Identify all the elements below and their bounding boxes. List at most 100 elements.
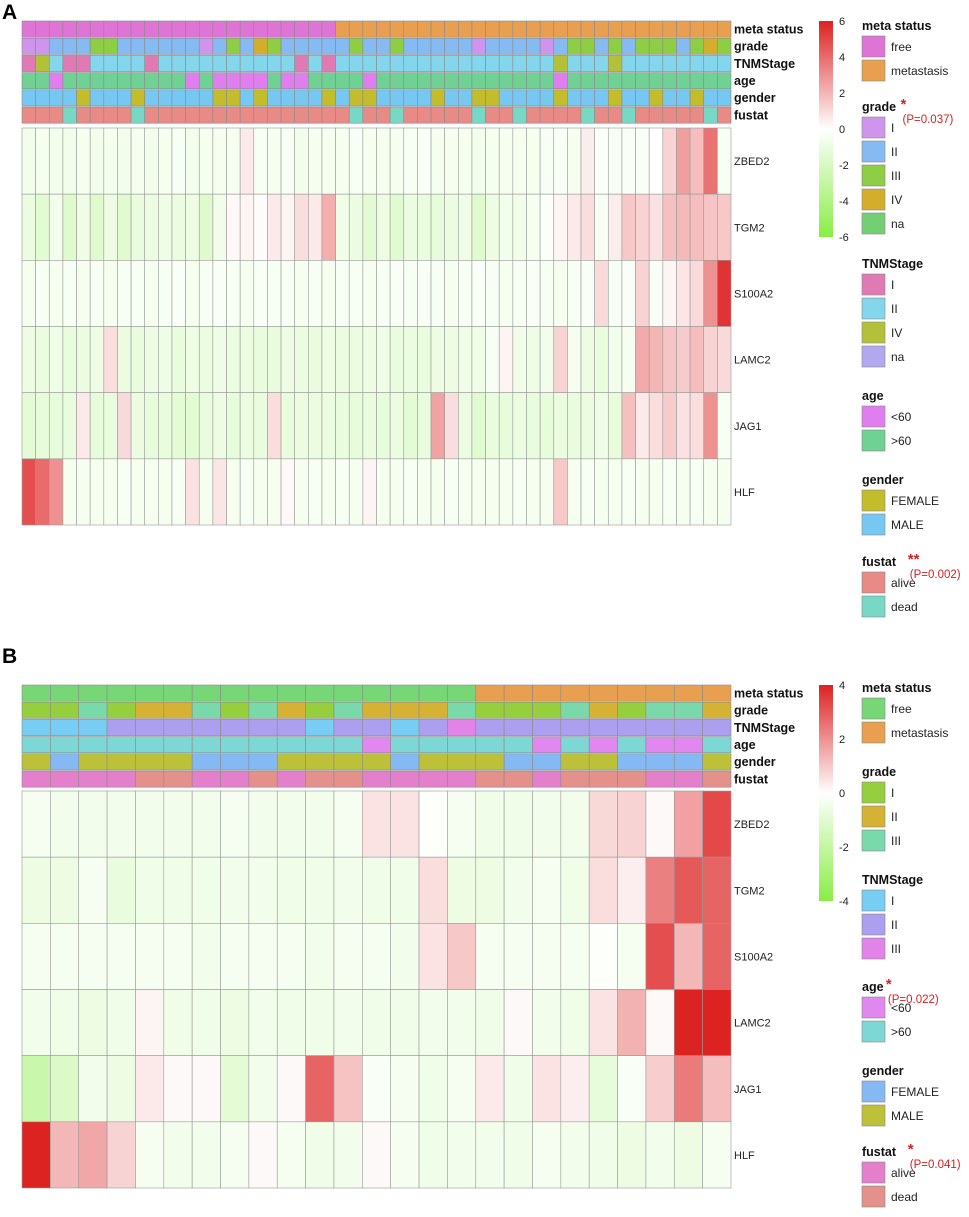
legend-swatch — [861, 697, 886, 720]
heatmap-cell — [89, 392, 105, 460]
annotation-cell — [103, 37, 118, 55]
colorbar-tick-label: 0 — [839, 788, 845, 800]
colorbar-tick-label: -6 — [839, 232, 849, 244]
annotation-cell — [158, 72, 173, 90]
annotation-cell — [594, 106, 609, 124]
annotation-cell — [158, 37, 173, 55]
heatmap-cell — [362, 326, 377, 393]
heatmap-cell — [76, 392, 91, 460]
heatmap-cell — [135, 1055, 165, 1123]
annotation-cell — [607, 20, 623, 38]
heatmap-cell — [21, 260, 36, 327]
annotation-cell — [539, 106, 555, 124]
heatmap-cell — [418, 790, 448, 858]
annotation-cell — [348, 89, 364, 107]
annotation-cell — [50, 701, 80, 719]
annotation-cell — [280, 106, 295, 124]
annotation-cell — [321, 37, 336, 55]
annotation-cell — [532, 770, 562, 788]
heatmap-cell — [532, 1121, 562, 1189]
heatmap-cell — [703, 458, 718, 526]
heatmap-cell — [158, 193, 173, 261]
heatmap-cell — [308, 326, 323, 393]
annotation-cell — [676, 55, 691, 72]
heatmap-cell — [389, 458, 405, 526]
annotation-cell — [717, 55, 732, 72]
annotation-cell — [226, 37, 241, 55]
annotation-cell — [294, 72, 309, 90]
heatmap-cell — [191, 923, 221, 990]
heatmap-cell — [662, 193, 677, 261]
legend-label: dead — [891, 1190, 918, 1204]
heatmap-cell — [676, 392, 691, 460]
annotation-cell — [198, 72, 214, 90]
heatmap-cell — [403, 392, 418, 460]
annotation-cell — [276, 701, 306, 719]
annotation-cell — [417, 20, 432, 38]
heatmap-cell — [607, 193, 623, 261]
annotation-cell — [248, 701, 278, 719]
legend-swatch — [861, 297, 886, 320]
legend-swatch — [861, 188, 886, 211]
annotation-cell — [560, 701, 590, 719]
heatmap-cell — [89, 458, 105, 526]
annotation-cell — [673, 770, 703, 788]
annotation-cell — [444, 20, 459, 38]
heatmap-cell — [539, 458, 555, 526]
heatmap-cell — [212, 458, 227, 526]
annotation-cell — [458, 89, 473, 107]
heatmap-cell — [21, 1121, 51, 1189]
heatmap-cell — [305, 856, 335, 924]
annotation-cell — [645, 701, 675, 719]
annotation-cell — [248, 770, 278, 788]
heatmap-cell — [362, 458, 377, 526]
annotation-cell — [321, 55, 336, 72]
annotation-cell — [580, 20, 595, 38]
legend-label: I — [891, 278, 894, 292]
annotation-cell — [308, 106, 323, 124]
annotation-cell — [248, 736, 278, 754]
annotation-cell — [645, 719, 675, 736]
annotation-cell — [212, 55, 227, 72]
legend-label: dead — [891, 600, 918, 614]
annotation-cell — [594, 89, 609, 107]
annotation-cell — [48, 55, 64, 72]
annotation-cell — [171, 89, 186, 107]
heatmap-cell — [78, 923, 108, 990]
heatmap-cell — [220, 856, 250, 924]
annotation-cell — [560, 736, 590, 754]
colorbar-tick-label: -2 — [839, 160, 849, 172]
heatmap-cell — [403, 193, 418, 261]
annotation-cell — [308, 72, 323, 90]
annotation-cell — [50, 770, 80, 788]
annotation-cell — [702, 736, 732, 754]
annotation-cell — [580, 89, 595, 107]
annotation-cell — [458, 55, 473, 72]
annotation-cell — [498, 20, 514, 38]
annotation-cell — [267, 55, 282, 72]
heatmap-cell — [198, 392, 214, 460]
annotation-cell — [376, 37, 391, 55]
heatmap-cell — [253, 458, 268, 526]
annotation-cell — [458, 72, 473, 90]
annotation-cell — [498, 89, 514, 107]
heatmap-cell — [117, 326, 132, 393]
heatmap-cell — [135, 856, 165, 924]
annotation-cell — [362, 72, 377, 90]
annotation-cell — [648, 89, 664, 107]
annotation-cell — [21, 55, 36, 72]
heatmap-cell — [580, 458, 595, 526]
annotation-cell — [106, 719, 136, 736]
annotation-cell — [485, 37, 500, 55]
legend-swatch — [861, 571, 886, 594]
annotation-cell — [348, 106, 364, 124]
annotation-cell — [702, 770, 732, 788]
annotation-cell — [512, 37, 527, 55]
legend-label: I — [891, 121, 894, 135]
heatmap-cell — [703, 127, 718, 195]
annotation-cell — [135, 684, 165, 702]
heatmap-cell — [62, 326, 77, 393]
annotation-cell — [220, 770, 250, 788]
heatmap-cell — [430, 127, 445, 195]
